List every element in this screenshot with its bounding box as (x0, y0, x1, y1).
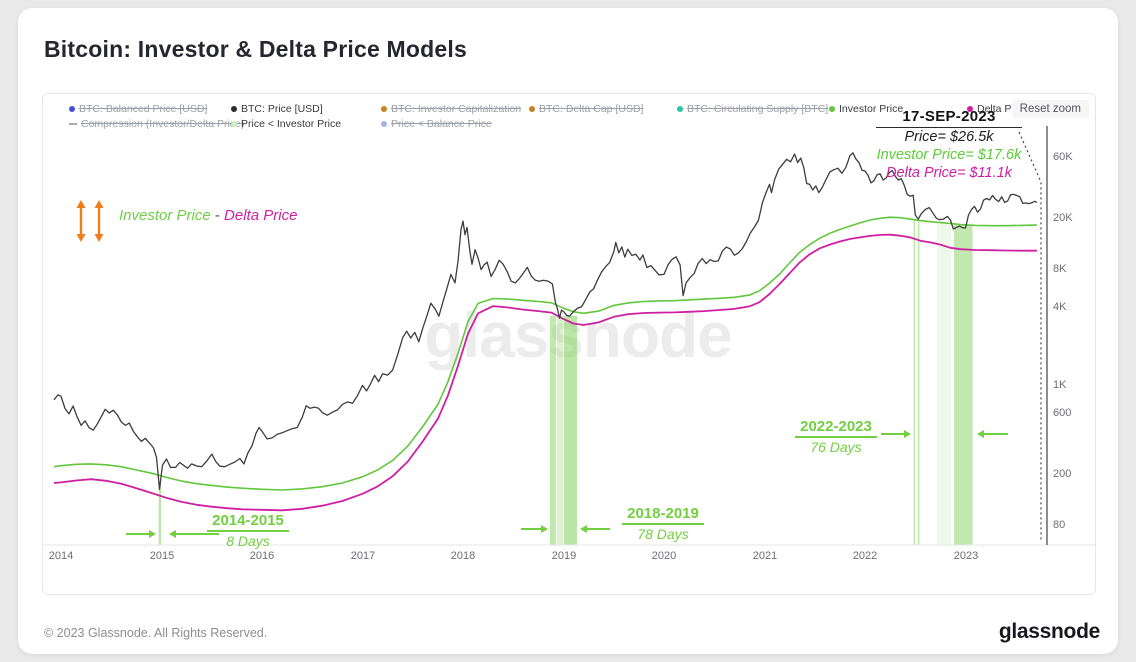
legend-marker (381, 121, 387, 127)
annotation-arrowhead (904, 430, 911, 438)
legend-marker (677, 106, 683, 112)
band-range-label: 2022-2023 (795, 418, 877, 438)
y-tick-8K: 8K (1053, 263, 1067, 275)
x-tick-2015: 2015 (149, 550, 175, 562)
legend-item-investor-price[interactable]: Investor Price (829, 103, 903, 115)
plot-area[interactable] (43, 94, 1095, 594)
legend-item-compression-investor-delta-price-[interactable]: Compression (Investor/Delta Price) (69, 118, 244, 130)
x-tick-2022: 2022 (852, 550, 878, 562)
legend-marker (231, 121, 237, 127)
series-investor-price (53, 216, 1037, 491)
x-tick-2018: 2018 (450, 550, 476, 562)
annotation-arrowhead (149, 530, 156, 538)
legend-marker (231, 106, 237, 112)
legend-marker (69, 106, 75, 112)
legend-item-btc-delta-cap-usd-[interactable]: BTC: Delta Cap [USD] (529, 103, 643, 115)
legend-item-price-investor-price[interactable]: Price < Investor Price (231, 118, 341, 130)
band-range-label: 2018-2019 (622, 505, 704, 525)
callout-price: Price= $26.5k (904, 129, 994, 145)
highlight-band (549, 315, 556, 545)
highlight-band (953, 224, 973, 545)
y-tick-80: 80 (1053, 519, 1066, 531)
chart-panel: BTC: Balanced Price [USD] BTC: Price [USD… (42, 93, 1096, 595)
legend-marker (829, 106, 835, 112)
legend-marker (69, 123, 77, 125)
legend-label: Investor Price (839, 103, 904, 115)
spread-separator: - (210, 207, 225, 224)
spread-investor-label: Investor Price (119, 207, 211, 224)
legend-item-btc-circulating-supply-btc-[interactable]: BTC: Circulating Supply [BTC] (677, 103, 828, 115)
page-title: Bitcoin: Investor & Delta Price Models (44, 36, 467, 62)
callout-date: 17-SEP-2023 (902, 108, 996, 125)
series-btc-price-usd- (53, 152, 1038, 490)
chart-card: Bitcoin: Investor & Delta Price Models B… (18, 8, 1118, 654)
legend-marker (529, 106, 535, 112)
annotation-arrowhead (169, 530, 176, 538)
x-tick-2014: 2014 (48, 550, 74, 562)
x-tick-2021: 2021 (752, 550, 778, 562)
y-tick-4K: 4K (1053, 301, 1067, 313)
band-days-label: 76 Days (810, 439, 862, 455)
callout-delta-price: Delta Price= $11.1k (886, 165, 1012, 181)
legend-label: Price < Investor Price (241, 118, 342, 130)
band-annotation-2022-2023: 2022-2023 76 Days (781, 418, 891, 455)
highlight-band (913, 219, 916, 545)
x-tick-2017: 2017 (350, 550, 376, 562)
legend-label: Compression (Investor/Delta Price) (81, 118, 245, 130)
x-tick-2023: 2023 (953, 550, 979, 562)
legend-label: Price < Balance Price (391, 118, 492, 130)
legend-marker (381, 106, 387, 112)
copyright-text: © 2023 Glassnode. All Rights Reserved. (44, 626, 268, 640)
y-tick-1K: 1K (1053, 379, 1067, 391)
date-callout: 17-SEP-2023 Price= $26.5k Investor Price… (829, 108, 1069, 182)
highlight-band (936, 222, 952, 545)
reset-zoom-button[interactable]: Reset zoom (1011, 100, 1089, 118)
band-days-label: 78 Days (637, 526, 689, 542)
x-tick-2019: 2019 (551, 550, 577, 562)
annotation-arrowhead (977, 430, 984, 438)
legend-label: BTC: Circulating Supply [BTC] (687, 103, 829, 115)
highlight-band (564, 315, 578, 545)
legend-item-btc-balanced-price-usd-[interactable]: BTC: Balanced Price [USD] (69, 103, 207, 115)
annotation-arrowhead (541, 525, 548, 533)
band-annotation-2018-2019: 2018-2019 78 Days (608, 505, 718, 542)
y-tick-20K: 20K (1053, 212, 1073, 224)
y-tick-60K: 60K (1053, 151, 1073, 163)
spread-arrowhead (94, 200, 104, 208)
series-delta-price (53, 233, 1037, 512)
y-tick-200: 200 (1053, 468, 1072, 480)
glassnode-logo: glassnode (998, 620, 1100, 643)
legend-label: BTC: Balanced Price [USD] (79, 103, 208, 115)
spread-arrowhead (94, 234, 104, 242)
highlight-band (158, 481, 161, 545)
spread-label: Investor Price - Delta Price (119, 207, 297, 224)
legend-item-btc-price-usd-[interactable]: BTC: Price [USD] (231, 103, 323, 115)
highlight-band (556, 315, 563, 545)
spread-arrowhead (76, 234, 86, 242)
callout-investor-price: Investor Price= $17.6k (876, 147, 1022, 163)
band-days-label: 8 Days (226, 533, 270, 549)
legend-label: BTC: Delta Cap [USD] (539, 103, 644, 115)
x-tick-2016: 2016 (249, 550, 275, 562)
y-tick-600: 600 (1053, 407, 1072, 419)
band-annotation-2014-2015: 2014-2015 8 Days (193, 512, 303, 549)
legend-item-btc-investor-capitalization[interactable]: BTC: Investor Capitalization (381, 103, 521, 115)
band-range-label: 2014-2015 (207, 512, 289, 532)
spread-delta-label: Delta Price (224, 207, 298, 224)
x-tick-2020: 2020 (651, 550, 677, 562)
spread-arrowhead (76, 200, 86, 208)
legend-label: BTC: Price [USD] (241, 103, 323, 115)
highlight-band (917, 219, 920, 545)
legend-marker (967, 106, 973, 112)
callout-marker-line (1018, 131, 1042, 540)
legend-label: BTC: Investor Capitalization (391, 103, 522, 115)
annotation-arrowhead (580, 525, 587, 533)
legend-item-price-balance-price[interactable]: Price < Balance Price (381, 118, 492, 130)
